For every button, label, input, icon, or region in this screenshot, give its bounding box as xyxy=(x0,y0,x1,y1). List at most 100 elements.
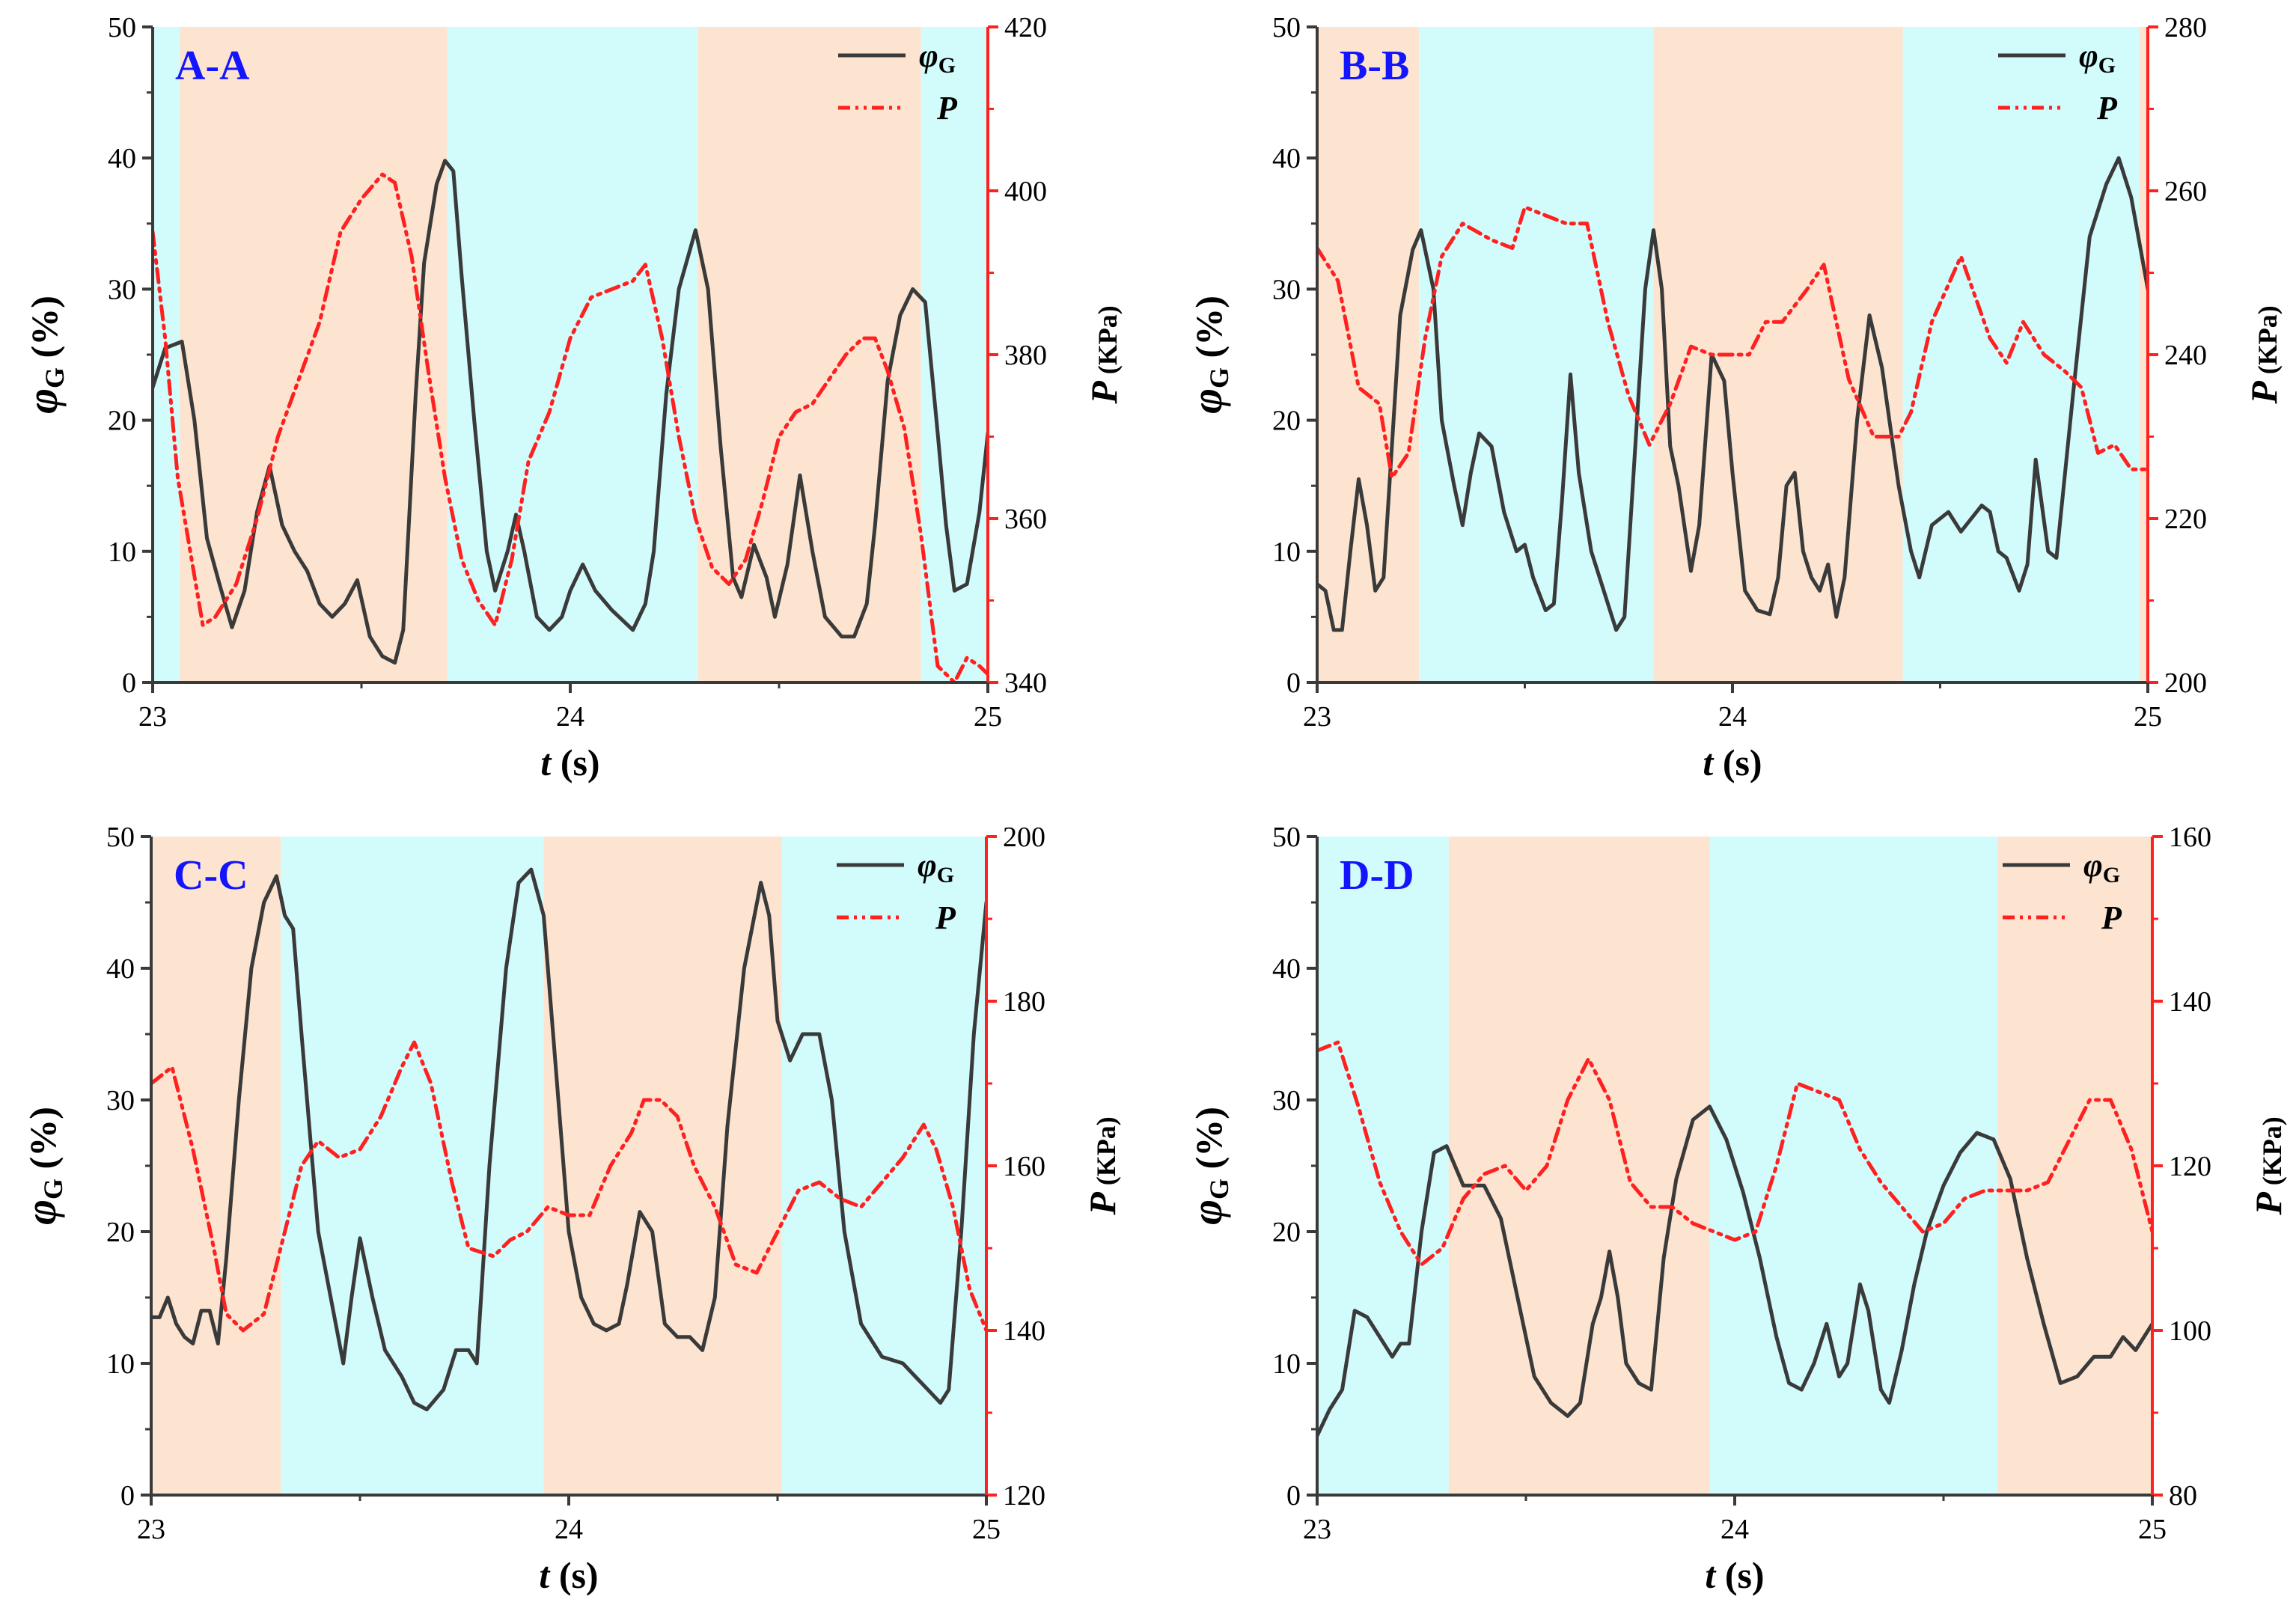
panel-d-d-y-axis-unit: (%) xyxy=(1188,1107,1230,1179)
panel-a-a-xtick-label: 25 xyxy=(974,701,1002,733)
panel-c-c-y2-axis-symbol: P xyxy=(1081,1192,1123,1216)
panel-c-c-phi-line xyxy=(151,867,986,1412)
panel-b-b-phi-line xyxy=(1317,156,2148,632)
panel-a-a-y2-axis-unit: (KPa) xyxy=(1093,305,1123,381)
panel-c-c-ytick-label: 50 xyxy=(106,822,135,853)
panel-a-a-legend-p-label: P xyxy=(936,90,958,126)
panel-a-a-xtick-label: 23 xyxy=(138,701,167,733)
panel-d-d-legend: φGP xyxy=(2003,847,2122,936)
panel-a-a-legend-phi-subscript: G xyxy=(938,53,956,78)
panel-c-c-y-axis-subscript: G xyxy=(38,1179,68,1199)
panel-b-b-title: B-B xyxy=(1340,43,1409,89)
panel-b-b-y-axis-unit: (%) xyxy=(1188,296,1230,367)
panel-b-b-y2tick-label: 200 xyxy=(2164,667,2207,699)
panel-a-a-ytick-label: 0 xyxy=(122,667,136,699)
panel-b-b-legend-phi-symbol: φ xyxy=(2079,37,2098,74)
panel-b-b-band-3 xyxy=(1902,27,2140,682)
panel-c-c-y-axis-unit: (%) xyxy=(22,1107,64,1179)
panel-b-b-y2-axis-unit: (KPa) xyxy=(2253,305,2283,381)
panel-a-a-ytick-label: 50 xyxy=(108,12,136,43)
panel-c-c-ytick-label: 30 xyxy=(106,1085,135,1116)
panel-a-a-title: A-A xyxy=(175,43,250,89)
panel-a-a-y2-axis-title: P (KPa) xyxy=(1083,305,1125,405)
panel-c-c-xtick-label: 25 xyxy=(972,1514,1001,1545)
panel-a-a-y-axis-title: φG (%) xyxy=(18,296,70,414)
panel-b-b-x-axis-unit: (s) xyxy=(1713,742,1762,783)
panel-c-c-series xyxy=(151,867,986,1412)
panel-b-b-legend-phi-subscript: G xyxy=(2098,53,2116,78)
panel-b-b: 0 10 20 30 40 50 200 220 240 260 280 23 24 25 t (s) φG … xyxy=(1182,12,2285,783)
panel-a-a-series xyxy=(153,159,988,682)
panel-a-a-ytick-label: 10 xyxy=(108,537,136,568)
panel-c-c-y2tick-label: 160 xyxy=(1003,1151,1045,1182)
panel-b-b-ytick-label: 0 xyxy=(1286,667,1301,699)
panel-b-b-y2-axis-title: P (KPa) xyxy=(2243,305,2285,405)
panel-c-c-pressure-line xyxy=(151,1040,986,1333)
panel-a-a-y2tick-label: 340 xyxy=(1004,667,1047,699)
panel-c-c-band-1 xyxy=(280,837,544,1495)
panel-b-b-bands xyxy=(1317,27,2148,682)
panel-a-a-y-axis-unit: (%) xyxy=(23,296,65,367)
panel-c-c: 0 10 20 30 40 50 120 140 160 180 200 23 24 25 t (s) φG … xyxy=(16,822,1123,1596)
panel-d-d-bands xyxy=(1317,837,2152,1495)
panel-c-c-y2tick-label: 120 xyxy=(1003,1480,1045,1512)
panel-b-b-xtick-label: 25 xyxy=(2134,701,2162,733)
panel-a-a-y2tick-label: 360 xyxy=(1004,504,1047,535)
panel-b-b-y-axis-title: φG (%) xyxy=(1182,296,1234,414)
panel-b-b-y2-axis-symbol: P xyxy=(2243,381,2285,405)
panel-b-b-xtick-label: 24 xyxy=(1718,701,1747,733)
panel-c-c-band-0 xyxy=(151,837,281,1495)
panel-c-c-y-axis-symbol: φ xyxy=(16,1199,65,1225)
panel-c-c-band-2 xyxy=(543,837,782,1495)
panel-a-a-phi-line xyxy=(153,159,988,665)
panel-a-a-y2tick-label: 400 xyxy=(1004,176,1047,207)
panel-d-d-y-axis-subscript: G xyxy=(1204,1179,1234,1199)
panel-a-a-x-axis-symbol: t xyxy=(540,742,552,783)
panel-a-a-y-axis-symbol: φ xyxy=(18,388,67,414)
panel-b-b-xtick-label: 23 xyxy=(1303,701,1331,733)
panel-a-a-ytick-label: 30 xyxy=(108,274,136,305)
panel-b-b-x-axis-symbol: t xyxy=(1703,742,1715,783)
panel-a-a-x-axis-unit: (s) xyxy=(551,742,599,783)
panel-c-c-band-3 xyxy=(781,837,986,1495)
panel-d-d-y2tick-label: 100 xyxy=(2169,1315,2211,1347)
panel-d-d-legend-phi-subscript: G xyxy=(2103,863,2120,887)
panel-b-b-ytick-label: 20 xyxy=(1272,406,1301,437)
panel-d-d-legend-phi-symbol: φ xyxy=(2083,847,2103,884)
panel-b-b-legend-p-label: P xyxy=(2096,90,2118,126)
panel-c-c-y2tick-label: 200 xyxy=(1003,822,1045,853)
panel-d-d-xtick-label: 23 xyxy=(1303,1514,1331,1545)
panel-a-a-band-1 xyxy=(180,27,448,682)
panel-b-b-ytick-label: 30 xyxy=(1272,274,1301,305)
panel-d-d-y2-axis-symbol: P xyxy=(2247,1192,2289,1216)
panel-c-c-ytick-label: 40 xyxy=(106,953,135,985)
panel-d-d-x-axis-unit: (s) xyxy=(1715,1554,1764,1596)
panel-d-d-pressure-line xyxy=(1317,1040,2152,1267)
panel-b-b-ytick-label: 40 xyxy=(1272,143,1301,174)
panel-b-b-band-4 xyxy=(2139,27,2148,682)
panel-c-c-y-axis-title: φG (%) xyxy=(16,1107,68,1225)
panel-b-b-band-0 xyxy=(1317,27,1419,682)
panel-a-a-legend-phi-label: φG xyxy=(919,37,956,78)
panel-c-c-ytick-label: 10 xyxy=(106,1348,135,1380)
panel-d-d-ytick-label: 40 xyxy=(1272,953,1301,985)
panel-a-a-xtick-label: 24 xyxy=(556,701,584,733)
panel-d-d-y-axis-symbol: φ xyxy=(1182,1199,1231,1225)
panel-d-d-title: D-D xyxy=(1340,852,1414,899)
panel-a-a-ytick-label: 20 xyxy=(108,406,136,437)
panel-a-a-x-axis-title: t (s) xyxy=(540,742,599,783)
panel-d-d-y2tick-label: 140 xyxy=(2169,986,2211,1018)
panel-d-d-y2tick-label: 120 xyxy=(2169,1151,2211,1182)
panel-b-b-pressure-line xyxy=(1317,205,2148,480)
panel-b-b-y-axis-symbol: φ xyxy=(1182,388,1231,414)
panel-a-a-legend-phi-symbol: φ xyxy=(919,37,938,74)
panel-d-d-ytick-label: 20 xyxy=(1272,1217,1301,1248)
panel-d-d-y2tick-label: 80 xyxy=(2169,1480,2197,1512)
panel-c-c-xtick-label: 24 xyxy=(555,1514,583,1545)
panel-c-c-title: C-C xyxy=(174,852,248,899)
panel-c-c-y2tick-label: 140 xyxy=(1003,1315,1045,1347)
panel-c-c-legend-phi-symbol: φ xyxy=(918,847,937,884)
panel-d-d-xtick-label: 25 xyxy=(2138,1514,2167,1545)
panel-c-c-x-axis-unit: (s) xyxy=(549,1554,598,1596)
